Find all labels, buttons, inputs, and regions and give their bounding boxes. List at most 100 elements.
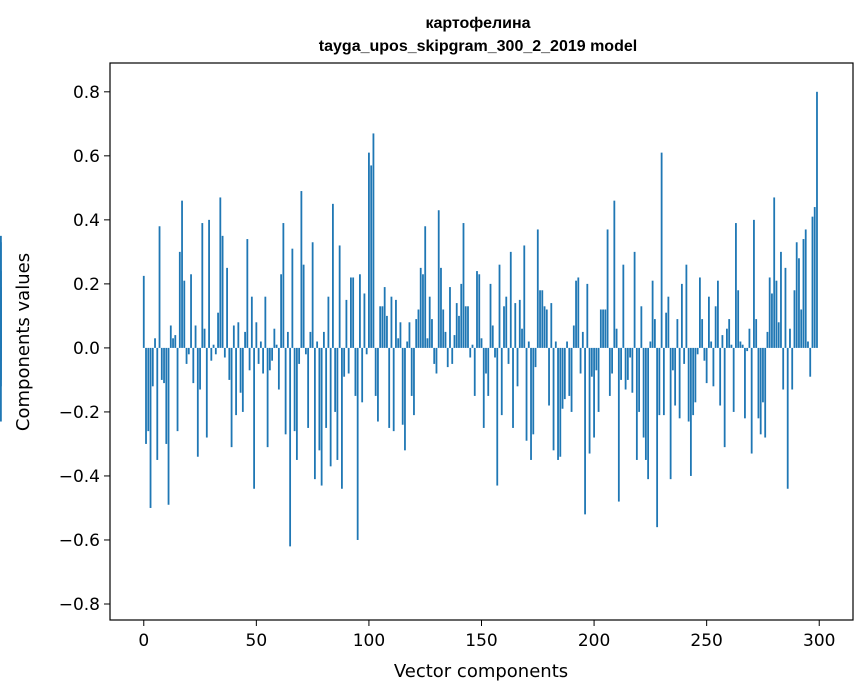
bar-105	[379, 306, 382, 348]
bar-55	[266, 347, 269, 448]
bar-19	[185, 347, 188, 364]
bar-220	[638, 347, 641, 412]
bar-35	[221, 235, 224, 348]
bar-258	[723, 347, 726, 448]
bar-294	[804, 229, 807, 348]
bar-209	[613, 200, 616, 348]
bar-233	[667, 296, 670, 348]
bar-6	[156, 347, 159, 460]
bar-184	[557, 347, 559, 460]
bar-132	[440, 267, 442, 348]
bar-275	[762, 347, 764, 403]
bar-224	[647, 347, 650, 480]
bar-12	[169, 325, 172, 348]
bar-110	[390, 296, 393, 348]
bar-88	[341, 347, 343, 489]
bar-163	[509, 251, 512, 348]
bar-54	[264, 296, 267, 348]
bar-191	[572, 325, 575, 348]
bar-79	[320, 347, 323, 486]
bar-287	[789, 328, 791, 348]
bar-48	[250, 296, 253, 348]
bar-154	[489, 283, 492, 348]
x-axis-label: Vector components	[394, 661, 568, 682]
bar-22	[192, 347, 195, 384]
bar-93	[352, 277, 355, 348]
bar-138	[453, 335, 456, 348]
bar-271	[753, 219, 755, 348]
bar-180	[548, 347, 550, 406]
x-tick-label: 200	[578, 631, 610, 651]
y-axis-label: Components values	[13, 253, 34, 431]
bar-245	[694, 347, 697, 403]
bar-75	[311, 242, 314, 348]
bar-81	[325, 347, 328, 428]
bars-group	[0, 91, 818, 547]
bar-17	[181, 200, 183, 348]
bar-261	[730, 344, 733, 348]
bar-136	[449, 287, 451, 348]
bar-219	[635, 347, 638, 460]
bar-236	[674, 347, 677, 406]
bar-207	[608, 347, 611, 396]
x-tick-label: 250	[690, 631, 722, 651]
y-tick-label: 0.0	[73, 339, 100, 359]
x-tick-label: 300	[803, 631, 835, 651]
bar-23	[194, 325, 197, 348]
y-tick-label: 0.2	[73, 275, 100, 295]
x-tick-label: 150	[465, 631, 497, 651]
bar-123	[419, 267, 422, 348]
bar-211	[617, 347, 620, 502]
bar-80	[322, 331, 325, 348]
bar-212	[620, 347, 622, 380]
bar-118	[408, 322, 411, 348]
bar-205	[604, 309, 607, 348]
bar-66	[291, 248, 294, 348]
bar-135	[446, 347, 449, 368]
bar-31	[212, 344, 215, 348]
bar-246	[696, 347, 699, 355]
bar-127	[428, 296, 431, 348]
bar-57	[271, 347, 274, 361]
bar-241	[685, 264, 688, 348]
bar-109	[388, 347, 391, 428]
bar-107	[383, 287, 386, 348]
bar-183	[554, 341, 557, 348]
bar-253	[712, 347, 715, 387]
bar-103	[374, 347, 377, 396]
bar-175	[536, 229, 539, 348]
bar-122	[417, 309, 420, 348]
bar-239	[680, 283, 683, 348]
bar-174	[534, 347, 537, 368]
bar-194	[579, 347, 582, 374]
bar-142	[462, 223, 465, 348]
bar-221	[640, 306, 643, 348]
bar-204	[602, 309, 604, 348]
bar-45	[244, 331, 246, 348]
bar-43	[239, 347, 242, 393]
bar-94	[354, 347, 357, 396]
bar-50	[255, 322, 258, 348]
bar-112	[395, 299, 397, 348]
bar-178	[543, 306, 546, 348]
bar-63	[284, 347, 287, 435]
bar-200	[593, 347, 595, 438]
bar-240	[683, 347, 686, 364]
x-tick-label: 100	[353, 631, 385, 651]
bar-199	[590, 347, 593, 377]
bar-62	[282, 223, 285, 348]
bar-234	[669, 347, 672, 480]
bar-297	[811, 216, 814, 348]
bar-230	[660, 152, 663, 348]
bar-235	[671, 347, 674, 371]
bar-277	[766, 331, 769, 348]
bar-179	[545, 309, 548, 348]
bar-140	[458, 315, 460, 348]
bar-192	[575, 280, 577, 348]
bar-251	[708, 296, 710, 348]
bar-144	[467, 306, 469, 348]
bar-0	[142, 275, 145, 348]
bar-249	[703, 347, 706, 361]
bar-undefined	[0, 347, 2, 387]
bar-139	[455, 303, 458, 348]
